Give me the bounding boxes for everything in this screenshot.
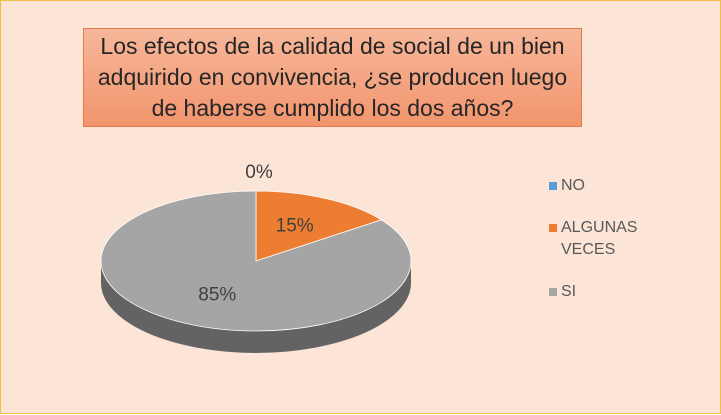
pie-slice bbox=[100, 190, 412, 332]
legend-item: NO bbox=[549, 175, 679, 197]
legend-swatch bbox=[549, 182, 557, 190]
pie-slice bbox=[255, 190, 383, 262]
data-label: 0% bbox=[245, 162, 273, 183]
legend: NO ALGUNAS VECES SI bbox=[549, 175, 679, 323]
legend-swatch bbox=[549, 224, 557, 232]
legend-item: SI bbox=[549, 281, 679, 303]
legend-swatch bbox=[549, 288, 557, 296]
pie-side bbox=[101, 261, 411, 353]
data-label: 15% bbox=[276, 216, 314, 237]
legend-label: SI bbox=[561, 283, 577, 300]
legend-label: ALGUNAS VECES bbox=[561, 219, 638, 258]
chart-title: Los efectos de la calidad de social de u… bbox=[83, 28, 582, 127]
legend-label: NO bbox=[561, 177, 585, 194]
data-label: 85% bbox=[198, 284, 236, 305]
legend-item: ALGUNAS VECES bbox=[549, 217, 679, 261]
